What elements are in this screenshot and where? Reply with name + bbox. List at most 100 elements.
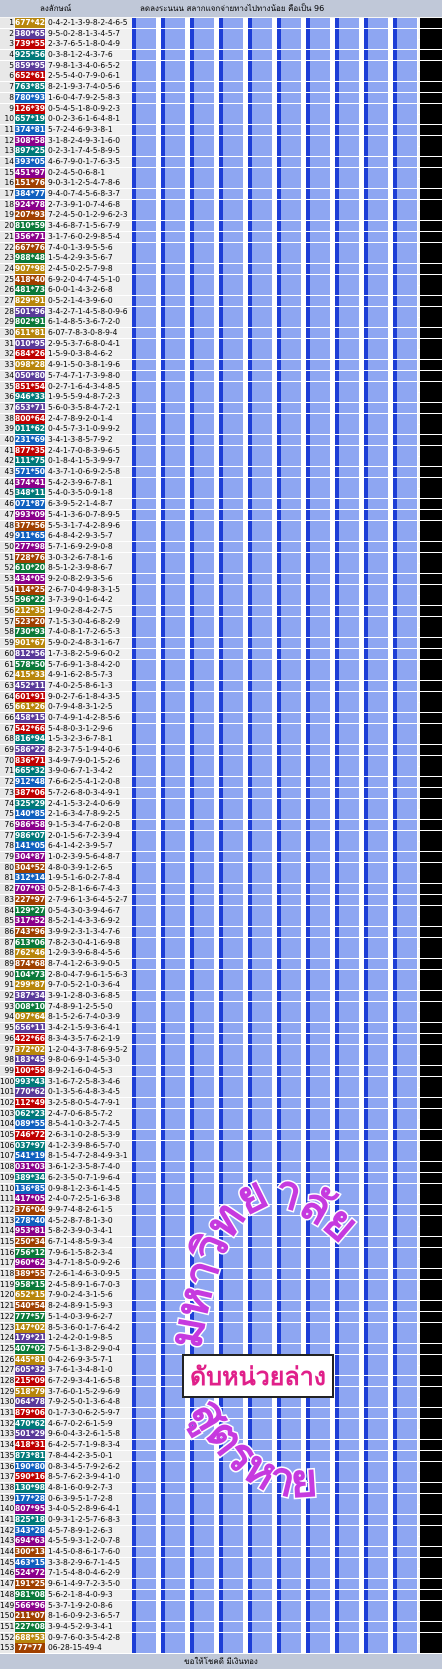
row-cells — [132, 1140, 418, 1151]
row-number: 116 — [0, 1247, 15, 1258]
row-cells — [132, 199, 418, 210]
row-result: 141*05 — [15, 841, 46, 852]
row-result: 374*41 — [15, 477, 46, 488]
row-sequence: 8-1-6-0-9-2-3-6-5-7 — [46, 1611, 132, 1622]
table-row: 79 304*87 1-0-2-3-9-5-6-4-8-7 — [0, 852, 442, 864]
row-cells — [132, 381, 418, 392]
row-cells — [132, 28, 418, 39]
row-cells — [132, 969, 418, 980]
table-row: 86 743*96 3-9-9-2-3-1-3-4-7-6 — [0, 926, 442, 938]
row-tail — [420, 1269, 442, 1280]
table-row: 27 829*91 0-5-2-1-4-3-9-6-0 — [0, 296, 442, 307]
row-number: 103 — [0, 1108, 15, 1119]
row-tail — [420, 1001, 442, 1012]
row-tail — [420, 1087, 442, 1098]
row-result: 571*50 — [15, 467, 46, 478]
row-result: 227*08 — [15, 1621, 46, 1632]
row-cells — [132, 1504, 418, 1515]
row-cells — [132, 1450, 418, 1461]
row-result: 874*68 — [15, 958, 46, 969]
row-cells — [132, 691, 418, 702]
row-number: 20 — [0, 221, 14, 232]
row-number: 23 — [0, 253, 14, 264]
row-sequence: 06-28-15-49-4 — [46, 1643, 132, 1654]
row-cells — [132, 627, 418, 638]
table-row: 31 010*95 2-9-5-3-7-6-8-0-4-1 — [0, 338, 442, 350]
table-row: 152 688*53 0-9-7-6-0-3-5-4-2-8 — [0, 1632, 442, 1644]
row-tail — [420, 370, 442, 381]
row-tail — [420, 1365, 442, 1376]
row-result: 925*56 — [15, 50, 46, 61]
row-cells — [132, 1343, 418, 1354]
row-number: 151 — [0, 1621, 15, 1632]
row-sequence: 1-9-5-1-6-0-2-7-8-4 — [46, 873, 132, 884]
row-cells — [132, 1162, 418, 1173]
row-cells — [132, 809, 418, 820]
row-sequence: 9-0-2-7-6-1-8-4-3-5 — [46, 691, 132, 702]
row-result: 746*72 — [15, 1130, 46, 1141]
table-row: 147 191*25 9-6-1-4-9-7-2-3-5-0 — [0, 1579, 442, 1591]
row-tail — [420, 958, 442, 969]
row-cells — [132, 980, 418, 991]
row-tail — [420, 1012, 442, 1023]
row-cells — [132, 1183, 418, 1194]
row-number: 109 — [0, 1172, 15, 1183]
row-tail — [420, 584, 442, 595]
row-result: 780*93 — [15, 92, 46, 103]
row-result: 300*13 — [15, 1547, 46, 1558]
table-row: 106 037*97 4-1-2-3-9-8-6-5-7-0 — [0, 1140, 442, 1152]
row-cells — [132, 926, 418, 937]
row-result: 901*67 — [15, 638, 46, 649]
row-tail — [420, 1204, 442, 1215]
row-cells — [132, 830, 418, 841]
row-sequence: 2-8-0-4-7-9-6-1-5-6-3 — [46, 969, 132, 980]
row-number: 90 — [0, 969, 14, 980]
row-cells — [132, 1493, 418, 1504]
row-number: 34 — [0, 370, 14, 381]
table-row: 116 756*12 7-9-6-1-5-8-2-3-4 — [0, 1247, 442, 1259]
row-cells — [132, 1461, 418, 1472]
row-sequence: 9-6-1-4-9-7-2-3-5-0 — [46, 1579, 132, 1590]
table-row: 103 062*23 2-4-7-0-6-8-5-7-2 — [0, 1108, 442, 1120]
row-result: 586*22 — [15, 745, 46, 756]
table-row: 145 463*15 3-3-8-2-9-6-7-1-4-5 — [0, 1557, 442, 1569]
row-tail — [420, 1055, 442, 1066]
row-sequence: 8-5-3-6-0-1-7-6-4-2 — [46, 1322, 132, 1333]
table-row: 21 356*71 3-1-7-6-0-2-9-8-5-4 — [0, 231, 442, 243]
table-row: 77 986*07 2-0-1-5-6-7-2-3-9-4 — [0, 830, 442, 842]
row-result: 097*64 — [15, 1012, 46, 1023]
row-result: 610*20 — [15, 563, 46, 574]
row-sequence: 0-9-8-1-2-3-6-1-4-5 — [46, 1183, 132, 1194]
row-result: 071*87 — [15, 499, 46, 510]
row-sequence: 6-7-2-9-3-4-1-6-5-8 — [46, 1375, 132, 1386]
table-row: 93 008*10 7-4-8-9-1-2-5-5-0 — [0, 1001, 442, 1013]
row-tail — [420, 531, 442, 542]
row-tail — [420, 926, 442, 937]
row-sequence: 7-5-6-1-3-8-2-9-0-4 — [46, 1343, 132, 1354]
row-number: 137 — [0, 1472, 15, 1483]
row-number: 131 — [0, 1408, 15, 1419]
row-sequence: 0-4-2-6-9-3-5-7-1 — [46, 1354, 132, 1365]
row-result: 762*46 — [15, 948, 46, 959]
table-row: 149 566*96 5-3-7-1-9-2-0-8-6 — [0, 1600, 442, 1612]
table-row: 73 387*06 5-7-2-6-8-0-3-4-9-1 — [0, 787, 442, 799]
row-sequence: 9-2-0-8-2-9-3-5-6 — [46, 574, 132, 585]
row-result: 389*34 — [15, 1172, 46, 1183]
row-result: 802*91 — [15, 317, 46, 328]
row-result: 374*81 — [15, 124, 46, 135]
row-sequence: 6-9-2-0-4-7-4-5-1-0 — [46, 274, 132, 285]
row-number: 70 — [0, 755, 14, 766]
row-number: 18 — [0, 199, 14, 210]
table-row: 10 657*19 0-0-2-3-6-1-6-4-8-1 — [0, 114, 442, 126]
row-number: 60 — [0, 648, 14, 659]
row-tail — [420, 1450, 442, 1461]
row-sequence: 4-6-7-9-0-1-7-6-3-5 — [46, 157, 132, 167]
row-tail — [420, 563, 442, 574]
row-number: 59 — [0, 638, 14, 649]
row-cells — [132, 317, 418, 328]
row-result: 541*19 — [15, 1151, 46, 1162]
row-sequence: 0-4-2-1-3-9-8-2-4-6-5 — [46, 18, 132, 28]
table-row: 137 590*16 8-5-7-6-2-3-9-4-1-0 — [0, 1472, 442, 1484]
row-result: 463*15 — [15, 1557, 46, 1568]
row-cells — [132, 488, 418, 499]
